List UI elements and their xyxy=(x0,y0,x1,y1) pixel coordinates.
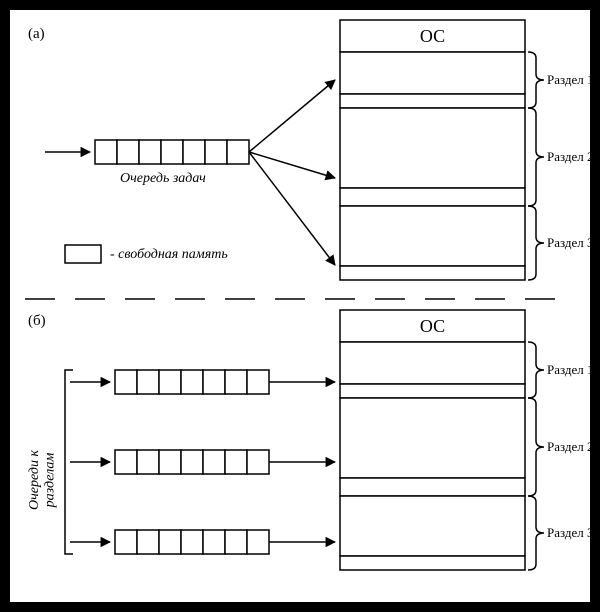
svg-text:Раздел 1: Раздел 1 xyxy=(547,362,590,377)
svg-text:Раздел 2: Раздел 2 xyxy=(547,439,590,454)
diagram-frame: (а) Очередь задач ОС Раздел 1 Раздел 2 Раздел… xyxy=(8,8,592,604)
svg-text:(б): (б) xyxy=(28,313,46,329)
svg-text:Раздел 3: Раздел 3 xyxy=(547,525,590,540)
svg-text:Раздел 3: Раздел 3 xyxy=(547,235,590,250)
svg-text:Раздел 1: Раздел 1 xyxy=(547,72,590,87)
svg-text:Раздел 2: Раздел 2 xyxy=(547,149,590,164)
svg-text:ОС: ОС xyxy=(420,26,445,46)
svg-text:(а): (а) xyxy=(28,26,45,42)
svg-text:Очереди кразделам: Очереди кразделам xyxy=(27,450,57,510)
diagram-svg: (а) Очередь задач ОС Раздел 1 Раздел 2 Раздел… xyxy=(10,10,590,602)
svg-text:ОС: ОС xyxy=(420,316,445,336)
svg-text:- свободная память: - свободная память xyxy=(110,247,228,262)
svg-text:Очередь задач: Очередь задач xyxy=(120,171,206,186)
